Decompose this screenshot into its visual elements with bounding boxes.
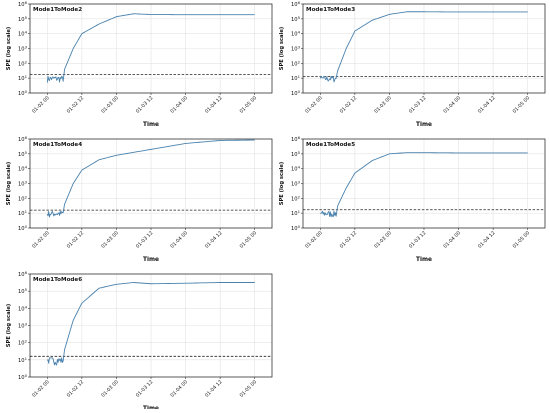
subplot-5: 100 101 102 103 104 105 106 01-02 00 01-02 12 01-… (6, 270, 272, 409)
x-axis-label: Time (416, 122, 432, 128)
x-tick-label: 01-04 00 (442, 95, 462, 115)
chart-title: Mode1ToMode4 (33, 142, 82, 148)
y-axis-label: SPE (log scale) (6, 162, 12, 205)
y-tick-label: 106 (18, 0, 28, 8)
y-tick-label: 101 (18, 74, 28, 82)
y-tick-label: 105 (291, 15, 301, 23)
y-tick-label: 103 (18, 180, 28, 188)
y-tick-label: 103 (291, 180, 301, 188)
chart-title: Mode1ToMode5 (306, 142, 355, 148)
y-axis-label: SPE (log scale) (279, 162, 285, 205)
x-tick-label: 01-04 12 (477, 95, 497, 115)
x-tick-label: 01-02 00 (31, 95, 51, 115)
x-tick-label: 01-05 00 (239, 95, 259, 115)
y-tick-label: 100 (18, 373, 28, 381)
x-axis-label: Time (143, 257, 159, 263)
y-tick-label: 100 (18, 89, 28, 97)
y-tick-label: 105 (18, 150, 28, 158)
y-tick-label: 101 (18, 209, 28, 217)
x-tick-label: 01-02 00 (304, 95, 324, 115)
y-tick-label: 106 (18, 135, 28, 143)
subplot-1: 100 101 102 103 104 105 106 01-02 00 01-02 12 01-… (6, 0, 272, 128)
y-tick-label: 103 (291, 45, 301, 53)
subplot-4: 100 101 102 103 104 105 106 01-02 00 01-02 12 01-… (279, 135, 545, 263)
x-tick-label: 01-04 00 (169, 95, 189, 115)
y-tick-label: 106 (291, 135, 301, 143)
x-tick-label: 01-03 00 (100, 379, 120, 399)
x-axis-label: Time (143, 122, 159, 128)
x-tick-label: 01-04 00 (169, 230, 189, 250)
y-tick-label: 100 (291, 89, 301, 97)
x-tick-label: 01-04 12 (204, 95, 224, 115)
x-tick-label: 01-02 12 (66, 230, 86, 250)
x-tick-label: 01-02 12 (66, 95, 86, 115)
x-tick-label: 01-03 12 (408, 95, 428, 115)
y-tick-label: 101 (291, 209, 301, 217)
x-tick-label: 01-05 00 (239, 230, 259, 250)
y-tick-label: 100 (291, 224, 301, 232)
x-tick-label: 01-02 00 (304, 230, 324, 250)
subplot-2: 100 101 102 103 104 105 106 01-02 00 01-02 12 01-… (279, 0, 545, 128)
x-axis-label: Time (416, 257, 432, 263)
x-tick-label: 01-04 12 (204, 379, 224, 399)
y-tick-label: 105 (291, 150, 301, 158)
x-tick-label: 01-05 00 (512, 230, 532, 250)
y-tick-label: 104 (18, 165, 28, 173)
x-tick-label: 01-03 00 (373, 230, 393, 250)
x-tick-label: 01-05 00 (512, 95, 532, 115)
subplot-3: 100 101 102 103 104 105 106 01-02 00 01-02 12 01-… (6, 135, 272, 263)
y-axis-label: SPE (log scale) (6, 27, 12, 70)
y-tick-label: 104 (18, 304, 28, 312)
y-tick-label: 101 (291, 74, 301, 82)
x-tick-label: 01-02 00 (31, 379, 51, 399)
y-tick-label: 100 (18, 224, 28, 232)
y-tick-label: 104 (18, 30, 28, 38)
y-axis-label: SPE (log scale) (6, 304, 12, 347)
y-tick-label: 104 (291, 165, 301, 173)
x-tick-label: 01-03 12 (135, 230, 155, 250)
y-tick-label: 102 (291, 59, 301, 67)
x-tick-label: 01-03 12 (135, 379, 155, 399)
x-tick-label: 01-02 00 (31, 230, 51, 250)
y-tick-label: 102 (18, 59, 28, 67)
y-axis-label: SPE (log scale) (279, 27, 285, 70)
y-tick-label: 102 (18, 194, 28, 202)
x-tick-label: 01-03 12 (135, 95, 155, 115)
y-tick-label: 103 (18, 322, 28, 330)
x-tick-label: 01-05 00 (239, 379, 259, 399)
x-tick-label: 01-04 12 (204, 230, 224, 250)
x-tick-label: 01-02 12 (339, 230, 359, 250)
x-tick-label: 01-02 12 (339, 95, 359, 115)
y-tick-label: 105 (18, 287, 28, 295)
x-tick-label: 01-04 00 (442, 230, 462, 250)
x-tick-label: 01-03 00 (100, 95, 120, 115)
x-tick-label: 01-04 00 (169, 379, 189, 399)
y-tick-label: 106 (291, 0, 301, 8)
y-tick-label: 101 (18, 356, 28, 364)
y-tick-label: 102 (291, 194, 301, 202)
x-tick-label: 01-04 12 (477, 230, 497, 250)
x-tick-label: 01-03 00 (100, 230, 120, 250)
x-tick-label: 01-03 00 (373, 95, 393, 115)
chart-title: Mode1ToMode2 (33, 7, 82, 13)
chart-title: Mode1ToMode3 (306, 7, 355, 13)
x-tick-label: 01-02 12 (66, 379, 86, 399)
y-tick-label: 104 (291, 30, 301, 38)
y-tick-label: 103 (18, 45, 28, 53)
y-tick-label: 106 (18, 270, 28, 278)
y-tick-label: 102 (18, 339, 28, 347)
y-tick-label: 105 (18, 15, 28, 23)
x-tick-label: 01-03 12 (408, 230, 428, 250)
chart-title: Mode1ToMode6 (33, 277, 82, 283)
